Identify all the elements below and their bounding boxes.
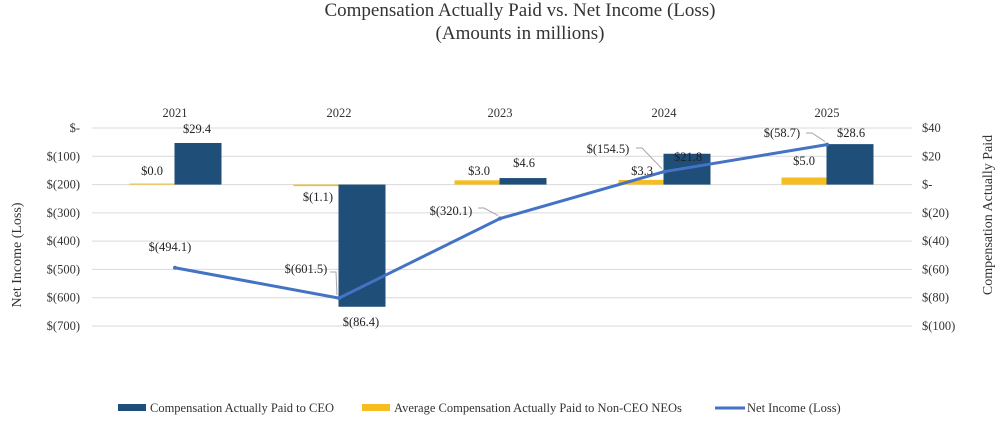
bars xyxy=(129,142,874,307)
leader-line xyxy=(636,147,663,170)
left-tick-label: $(200) xyxy=(47,178,80,192)
neo-data-label: $0.0 xyxy=(141,164,163,178)
net-income-point xyxy=(173,265,177,270)
legend-label: Average Compensation Actually Paid to No… xyxy=(394,401,682,415)
right-tick-label: $(60) xyxy=(922,262,949,276)
right-axis-ticks: $40 $20 $- $(20) $(40) $(60) $(80) $(100) xyxy=(922,121,955,333)
right-tick-label: $(100) xyxy=(922,319,955,333)
ceo-data-label: $4.6 xyxy=(513,156,535,170)
leader-line xyxy=(330,271,338,296)
net-income-data-label: $(154.5) xyxy=(587,142,630,156)
left-tick-label: $(700) xyxy=(47,319,80,333)
ceo-data-label: $28.6 xyxy=(837,126,865,140)
right-tick-label: $(20) xyxy=(922,206,949,220)
left-axis-ticks: $- $(100) $(200) $(300) $(400) $(500) $(600) $(… xyxy=(47,121,80,333)
net-income-data-label: $(320.1) xyxy=(430,204,473,218)
ceo-bar xyxy=(499,178,547,185)
leader-line xyxy=(806,132,826,143)
neo-data-label: $3.3 xyxy=(631,164,653,178)
ceo-data-label: $21.8 xyxy=(674,150,702,164)
data-labels: $0.0 $(1.1) $3.0 $3.3 $5.0 $29.4 $(86.4) $4.6 $2… xyxy=(141,122,865,329)
neo-data-label: $3.0 xyxy=(468,164,490,178)
ceo-bar xyxy=(174,142,222,185)
left-tick-label: $(100) xyxy=(47,149,80,163)
net-income-data-label: $(601.5) xyxy=(285,262,328,276)
legend-swatch xyxy=(362,404,390,411)
leader-line xyxy=(478,207,499,216)
legend-label: Compensation Actually Paid to CEO xyxy=(150,401,334,415)
left-tick-label: $(500) xyxy=(47,262,80,276)
neo-bar xyxy=(454,180,502,185)
category-label: 2025 xyxy=(815,106,840,120)
right-tick-label: $20 xyxy=(922,149,941,163)
net-income-point xyxy=(662,169,666,174)
chart-title: Compensation Actually Paid vs. Net Incom… xyxy=(324,0,715,21)
neo-data-label: $(1.1) xyxy=(303,190,333,204)
chart-subtitle: (Amounts in millions) xyxy=(436,23,605,44)
right-tick-label: $40 xyxy=(922,121,941,135)
net-income-line xyxy=(174,143,828,300)
right-tick-label: $(40) xyxy=(922,234,949,248)
neo-bar xyxy=(293,184,341,187)
right-tick-label: $(80) xyxy=(922,291,949,305)
neo-bar xyxy=(618,179,666,185)
neo-data-label: $5.0 xyxy=(793,154,815,168)
left-tick-label: $(300) xyxy=(47,206,80,220)
category-label: 2024 xyxy=(652,106,678,120)
left-tick-label: $- xyxy=(70,121,80,135)
neo-bar xyxy=(781,177,829,185)
left-tick-label: $(400) xyxy=(47,234,80,248)
category-labels: 2021 2022 2023 2024 2025 xyxy=(163,106,840,120)
legend-label: Net Income (Loss) xyxy=(747,401,841,415)
net-income-point xyxy=(825,142,829,147)
net-income-point xyxy=(337,296,341,301)
right-axis-title: Compensation Actually Paid xyxy=(981,135,996,295)
category-label: 2022 xyxy=(327,106,352,120)
legend: Compensation Actually Paid to CEO Average… xyxy=(118,401,841,415)
net-income-data-label: $(494.1) xyxy=(149,240,192,254)
neo-bar xyxy=(129,183,177,185)
ceo-bar xyxy=(826,144,874,185)
ceo-data-label: $(86.4) xyxy=(343,315,379,329)
net-income-point xyxy=(498,216,502,221)
category-label: 2021 xyxy=(163,106,188,120)
left-tick-label: $(600) xyxy=(47,291,80,305)
left-axis-title: Net Income (Loss) xyxy=(10,202,25,307)
category-label: 2023 xyxy=(488,106,513,120)
ceo-data-label: $29.4 xyxy=(183,122,212,136)
net-income-data-label: $(58.7) xyxy=(764,126,800,140)
right-tick-label: $- xyxy=(922,178,932,192)
line-series xyxy=(173,142,829,301)
legend-swatch xyxy=(118,404,146,411)
